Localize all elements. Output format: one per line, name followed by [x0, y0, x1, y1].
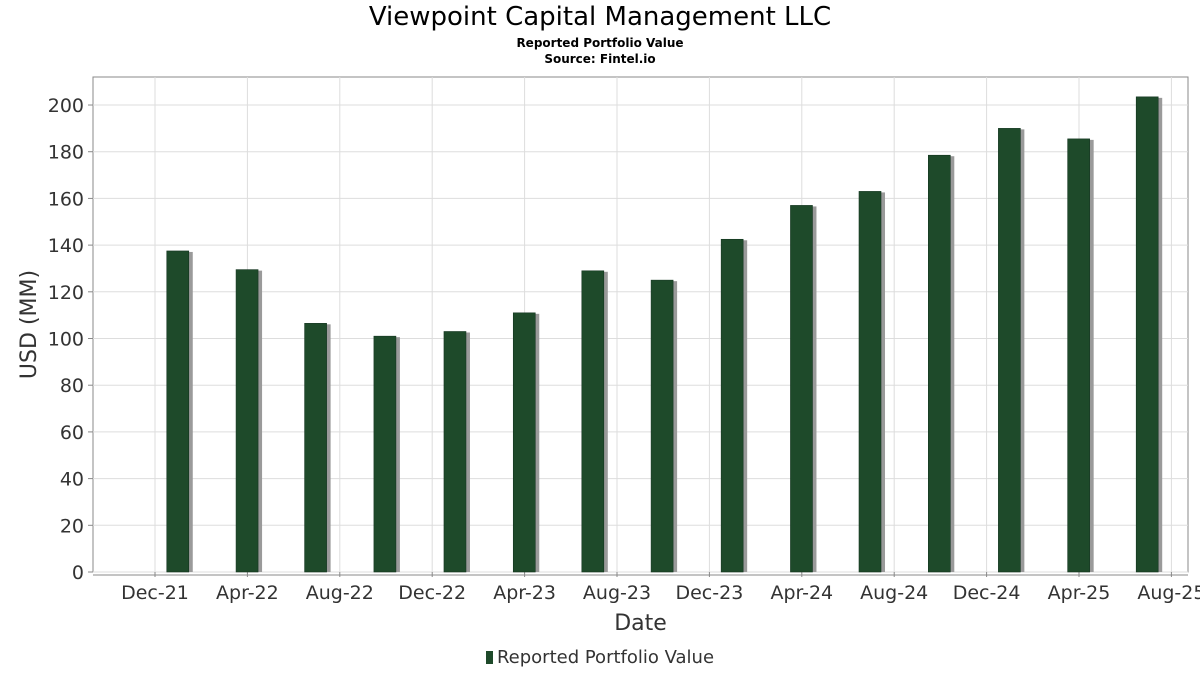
x-tick-label: Apr-24	[770, 582, 833, 604]
chart-source: Source: Fintel.io	[544, 52, 656, 66]
bar	[1067, 138, 1090, 573]
bar	[373, 335, 397, 573]
bar	[650, 279, 674, 573]
y-tick-label: 40	[60, 469, 84, 491]
bar	[581, 270, 605, 573]
x-tick-label: Dec-22	[398, 582, 466, 604]
x-tick-label: Dec-23	[675, 582, 743, 604]
y-axis-label: USD (MM)	[17, 270, 42, 379]
x-tick-label: Dec-21	[121, 582, 189, 604]
y-tick-label: 140	[48, 235, 84, 257]
x-tick-label: Aug-22	[306, 582, 374, 604]
bar	[166, 250, 190, 573]
bar	[998, 128, 1021, 573]
bar	[512, 312, 536, 573]
chart-subtitle: Reported Portfolio Value	[516, 36, 684, 50]
bar	[858, 191, 882, 573]
y-tick-label: 60	[60, 422, 84, 444]
y-tick-label: 160	[48, 188, 84, 210]
y-tick-label: 120	[48, 282, 84, 304]
x-tick-label: Aug-25	[1137, 582, 1200, 604]
legend-label: Reported Portfolio Value	[496, 647, 715, 668]
legend: Reported Portfolio Value	[0, 647, 1200, 668]
x-tick-label: Apr-25	[1048, 582, 1111, 604]
bar	[304, 323, 327, 573]
x-tick-label: Apr-22	[216, 582, 279, 604]
y-tick-label: 180	[48, 142, 84, 164]
bar	[790, 205, 813, 573]
bar	[928, 154, 951, 573]
y-tick-label: 200	[48, 95, 84, 117]
bar	[1135, 96, 1159, 573]
bar	[443, 331, 467, 573]
x-tick-label: Aug-24	[860, 582, 928, 604]
bar	[235, 269, 259, 573]
legend-swatch	[485, 651, 493, 664]
y-tick-label: 20	[60, 515, 84, 537]
x-tick-label: Dec-24	[953, 582, 1021, 604]
y-tick-label: 80	[60, 375, 84, 397]
bar	[720, 238, 744, 573]
y-tick-label: 100	[48, 329, 84, 351]
x-axis-label: Date	[614, 611, 667, 636]
x-tick-label: Apr-23	[493, 582, 556, 604]
x-tick-label: Aug-23	[583, 582, 651, 604]
y-tick-label: 0	[72, 562, 84, 584]
chart-title: Viewpoint Capital Management LLC	[368, 2, 832, 32]
